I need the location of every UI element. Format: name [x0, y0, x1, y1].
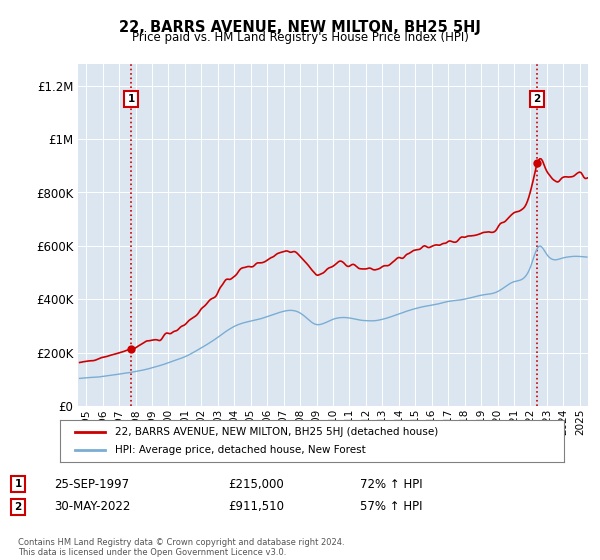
Text: 22, BARRS AVENUE, NEW MILTON, BH25 5HJ: 22, BARRS AVENUE, NEW MILTON, BH25 5HJ	[119, 20, 481, 35]
Text: Price paid vs. HM Land Registry's House Price Index (HPI): Price paid vs. HM Land Registry's House …	[131, 31, 469, 44]
Text: 72% ↑ HPI: 72% ↑ HPI	[360, 478, 422, 491]
Text: 1: 1	[128, 94, 135, 104]
Text: Contains HM Land Registry data © Crown copyright and database right 2024.
This d: Contains HM Land Registry data © Crown c…	[18, 538, 344, 557]
Text: 2: 2	[14, 502, 22, 512]
Text: 22, BARRS AVENUE, NEW MILTON, BH25 5HJ (detached house): 22, BARRS AVENUE, NEW MILTON, BH25 5HJ (…	[115, 427, 439, 437]
Text: HPI: Average price, detached house, New Forest: HPI: Average price, detached house, New …	[115, 445, 366, 455]
Text: £911,510: £911,510	[228, 500, 284, 514]
Text: 25-SEP-1997: 25-SEP-1997	[54, 478, 129, 491]
Text: 2: 2	[533, 94, 541, 104]
Text: 57% ↑ HPI: 57% ↑ HPI	[360, 500, 422, 514]
Text: 1: 1	[14, 479, 22, 489]
Text: 30-MAY-2022: 30-MAY-2022	[54, 500, 130, 514]
Text: £215,000: £215,000	[228, 478, 284, 491]
